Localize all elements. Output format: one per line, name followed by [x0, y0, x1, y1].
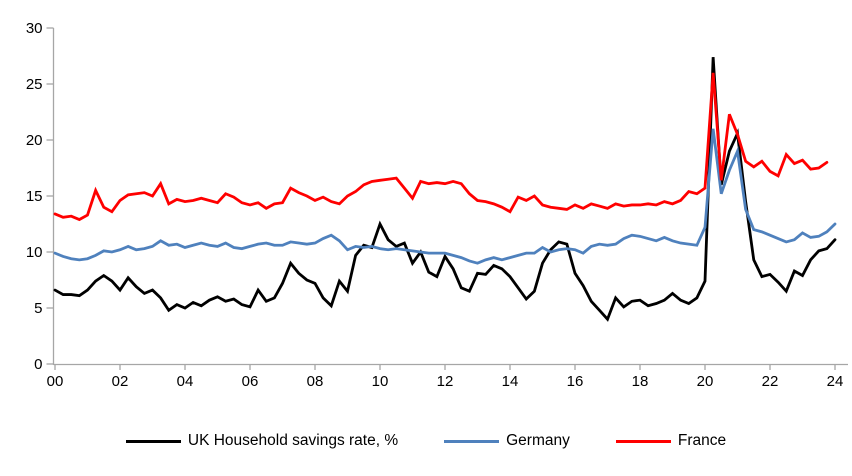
legend-item-france: France [615, 432, 727, 450]
x-axis-tick-label: 00 [47, 373, 64, 390]
france-line-swatch [615, 439, 671, 443]
germany-line-swatch [444, 439, 500, 443]
uk-line-swatch [125, 439, 181, 443]
y-axis-tick-label: 10 [26, 244, 43, 261]
y-axis-tick-label: 30 [26, 20, 43, 37]
x-axis-tick-label: 06 [242, 373, 259, 390]
uk-legend-label: UK Household savings rate, % [187, 432, 399, 450]
y-axis-tick-label: 5 [34, 300, 42, 317]
x-axis-tick-label: 24 [827, 373, 844, 390]
legend-item-germany: Germany [444, 433, 570, 449]
x-axis-tick-label: 12 [437, 373, 454, 390]
y-axis-tick-label: 0 [34, 356, 42, 373]
x-axis-tick-label: 16 [567, 373, 584, 390]
series-line-1 [53, 128, 837, 265]
chart-legend: UK Household savings rate, % Germany Fra… [0, 424, 852, 458]
x-axis-tick-label: 02 [112, 373, 129, 390]
x-axis-tick-label: 14 [502, 373, 519, 390]
series-line-2 [53, 72, 829, 222]
x-axis-tick-label: 22 [762, 373, 779, 390]
y-axis-tick-label: 15 [26, 188, 43, 205]
france-legend-label: France [677, 432, 727, 450]
x-axis-tick-label: 08 [307, 373, 324, 390]
x-axis-tick-label: 18 [632, 373, 649, 390]
germany-legend-label: Germany [506, 432, 570, 450]
x-axis-tick-label: 10 [372, 373, 389, 390]
y-axis-tick-label: 20 [26, 132, 43, 149]
x-axis-tick-label: 04 [177, 373, 194, 390]
series-line-0 [53, 57, 837, 322]
x-axis-tick-label: 20 [697, 373, 714, 390]
savings-rate-line-chart: 0 5 10 15 20 25 30 00 02 04 06 08 10 12 14 16 18 20 22 24 [26, 20, 848, 390]
legend-item-uk: UK Household savings rate, % [125, 432, 399, 450]
y-axis-tick-label: 25 [26, 76, 43, 93]
